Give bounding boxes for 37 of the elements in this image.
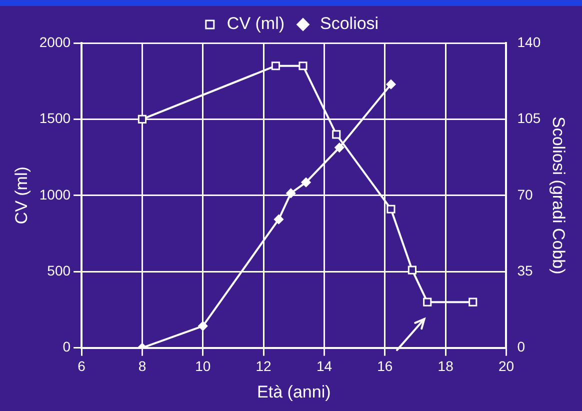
y2-tick-label: 70: [517, 186, 534, 202]
x-axis-title: Età (anni): [257, 382, 331, 402]
y2-tick-label: 35: [517, 262, 534, 278]
y2-axis-title: Scoliosi (gradi Cobb): [549, 116, 568, 274]
point: [286, 188, 296, 198]
y-tick-label: 1000: [39, 186, 71, 202]
point: [274, 214, 284, 224]
point: [332, 130, 341, 139]
point: [423, 298, 432, 306]
y2-tick-label: 0: [517, 338, 526, 355]
x-tick-label: 8: [138, 358, 146, 374]
point: [138, 114, 146, 124]
x-tick-label: 18: [438, 358, 454, 374]
x-tick-label: 16: [377, 358, 393, 374]
y2-tick-label: 140: [517, 34, 541, 50]
legend-label: CV (ml): [226, 14, 285, 34]
point: [408, 266, 416, 274]
legend-label: Scoliosi: [320, 14, 379, 34]
point: [271, 62, 280, 70]
x-tick-label: 12: [256, 358, 272, 374]
point: [298, 62, 308, 70]
x-tick-label: 6: [78, 358, 86, 374]
point: [198, 321, 208, 331]
y-tick-label: 0: [62, 338, 71, 355]
y-tick-label: 1500: [39, 110, 71, 126]
y-axis-title: CV (ml): [12, 166, 31, 224]
point: [386, 80, 396, 90]
point: [468, 298, 478, 306]
x-tick-label: 20: [498, 358, 514, 374]
y2-tick-label: 105: [517, 110, 541, 126]
point: [386, 204, 396, 214]
y-tick-label: 2000: [39, 34, 71, 50]
x-tick-label: 14: [316, 358, 332, 374]
point: [301, 178, 311, 188]
y-tick-label: 500: [47, 262, 71, 278]
x-tick-label: 10: [195, 358, 211, 374]
point: [334, 142, 344, 152]
